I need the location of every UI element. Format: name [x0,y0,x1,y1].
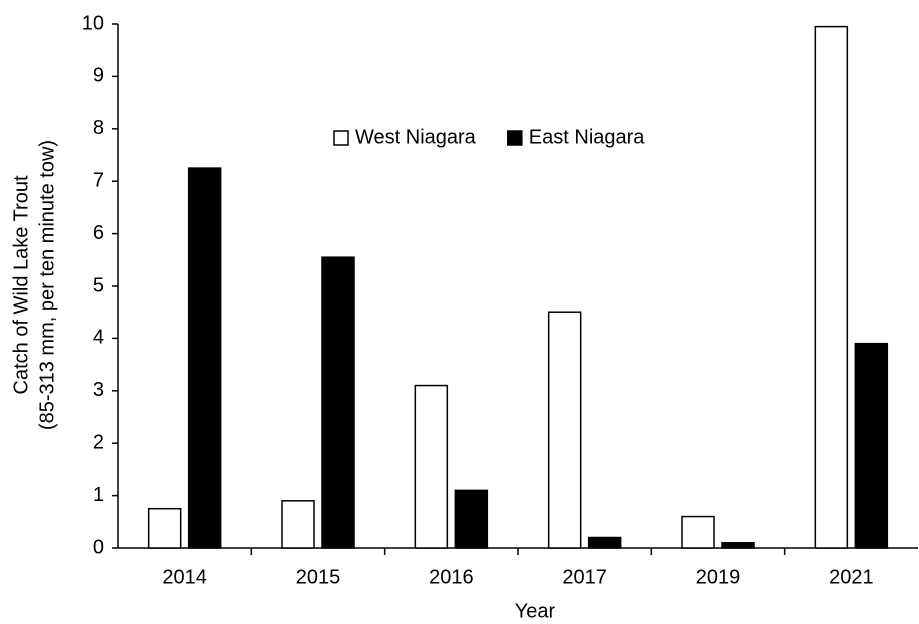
bar [454,489,489,549]
y-axis-label: (85-313 mm, per ten minute tow) [36,140,58,430]
y-tick-label: 5 [93,274,104,296]
legend-swatch [333,130,349,146]
y-tick-label: 0 [93,536,104,558]
x-axis-label: Year [515,600,556,622]
y-tick-label: 4 [93,327,104,349]
x-tick-label: 2016 [429,566,474,588]
legend-label: East Niagara [529,126,645,148]
bar [814,25,849,549]
y-tick-label: 10 [82,12,104,34]
x-tick-label: 2014 [162,566,207,588]
bar [281,500,315,549]
bar [414,384,449,549]
x-tick-label: 2015 [296,566,341,588]
bar [547,311,582,549]
x-tick-label: 2019 [696,566,741,588]
bar [187,167,222,549]
bar [854,342,889,549]
legend-swatch [507,130,523,146]
y-tick-label: 2 [93,431,104,453]
bar [321,256,355,549]
bar [587,536,622,549]
bar [681,515,715,549]
bar [147,507,182,549]
bar [721,542,755,549]
y-axis-label: Catch of Wild Lake Trout [10,175,32,394]
y-tick-label: 7 [93,169,104,191]
x-tick-label: 2021 [829,566,874,588]
y-tick-label: 3 [93,379,104,401]
y-tick-label: 9 [93,65,104,87]
y-tick-label: 8 [93,117,104,139]
legend-label: West Niagara [355,126,477,148]
y-tick-label: 1 [93,484,104,506]
y-tick-label: 6 [93,222,104,244]
x-tick-label: 2017 [562,566,607,588]
